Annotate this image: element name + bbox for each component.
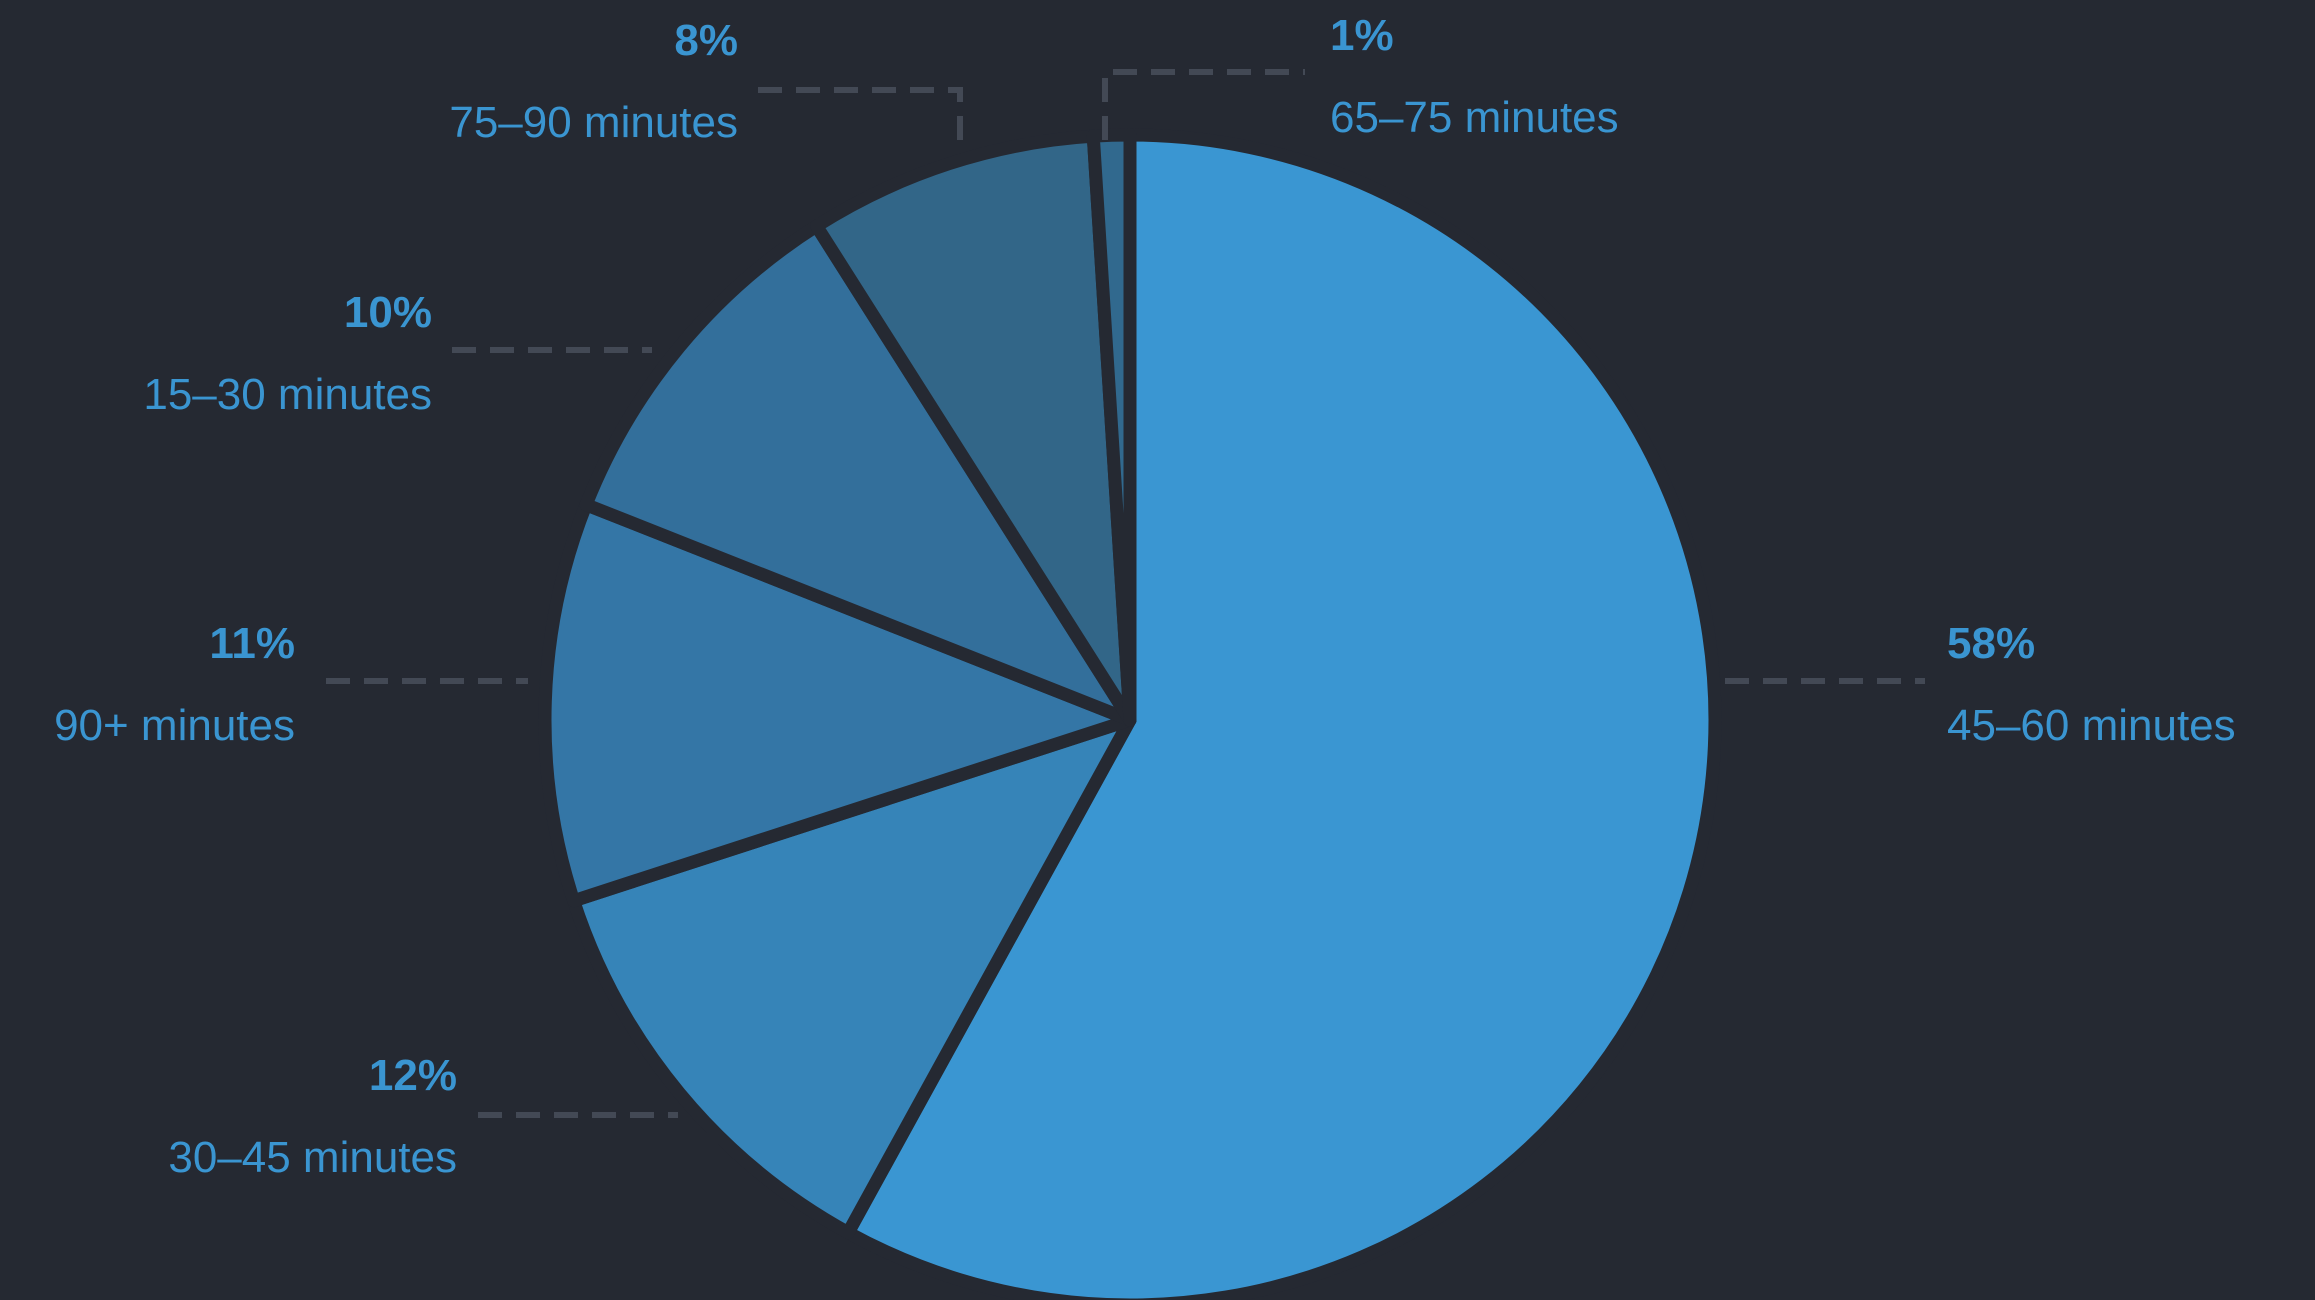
slice-percent-label: 58%: [1947, 619, 2035, 668]
pie-slice-75-90-minutes: [810, 129, 1137, 727]
leader-line-75-90-minutes: [758, 87, 963, 140]
slice-percent-label: 11%: [209, 619, 295, 668]
slice-category-label: 65–75 minutes: [1330, 93, 1619, 142]
pie-slice-45-60-minutes: [841, 128, 1722, 1300]
slice-percent-label: 1%: [1330, 11, 1394, 60]
slice-category-label: 30–45 minutes: [168, 1133, 457, 1182]
slice-category-label: 75–90 minutes: [449, 98, 738, 147]
leader-line-65-75-minutes: [1102, 69, 1305, 140]
slice-percent-label: 10%: [344, 288, 432, 337]
slice-percent-label: 8%: [674, 16, 738, 65]
slice-percent-label: 12%: [369, 1051, 457, 1100]
slice-category-label: 45–60 minutes: [1947, 701, 2236, 750]
pie-slice-30-45-minutes: [567, 713, 1137, 1240]
leader-lines: [326, 69, 1925, 1118]
slice-category-label: 90+ minutes: [54, 701, 295, 750]
slice-category-label: 15–30 minutes: [143, 370, 432, 419]
slice-labels: 58% 45–60 minutes 12% 30–45 minutes 11% 90+ m…: [54, 11, 2236, 1182]
pie-slice-15-30-minutes: [579, 219, 1137, 727]
pie-slice-65-75-minutes: [1086, 128, 1137, 727]
pie-slice-90-minutes: [538, 498, 1137, 908]
pie-slices: [538, 128, 1722, 1300]
